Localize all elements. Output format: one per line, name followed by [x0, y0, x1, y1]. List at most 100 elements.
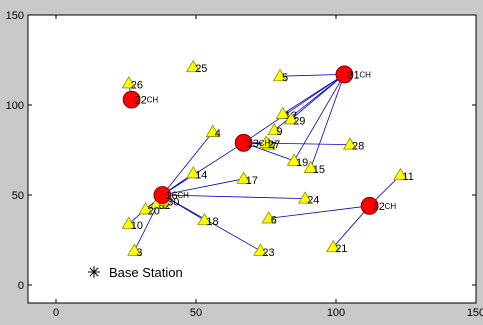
sensor-node-label: 21 — [335, 243, 347, 255]
sensor-node-label: 15 — [313, 164, 325, 176]
sensor-node-label: 9 — [276, 126, 282, 138]
link-16-23 — [162, 194, 261, 252]
sensor-node: 5 — [272, 68, 288, 84]
sensor-node: 3 — [127, 243, 143, 259]
link-31-5 — [279, 74, 345, 77]
cluster-head-node: 31 CH — [335, 65, 371, 84]
sensor-node-triangle — [393, 167, 408, 181]
sensor-node-triangle — [186, 166, 201, 179]
y-tick-label: 100 — [6, 100, 24, 112]
cluster-head-circle — [234, 133, 253, 152]
sensor-node: 29 — [284, 112, 305, 127]
sensor-node: 18 — [197, 212, 219, 228]
link-31-13 — [243, 74, 345, 144]
sensor-node-triangle — [286, 153, 302, 166]
sensor-node-label: 30 — [167, 196, 179, 208]
sensor-node-label: 24 — [307, 195, 319, 207]
sensor-node: 14 — [186, 166, 207, 181]
sensor-node-label: 23 — [262, 247, 274, 259]
sensor-node-triangle — [326, 239, 341, 253]
sensor-node-triangle — [342, 137, 358, 150]
link-16-13 — [162, 142, 244, 196]
sensor-node-triangle — [253, 243, 268, 256]
sensor-node-label: 19 — [296, 157, 308, 169]
cluster-head-ch-label: CH — [259, 139, 271, 148]
link-31-19 — [293, 74, 345, 162]
sensor-node-label: 8 — [159, 200, 165, 212]
sensor-node: 19 — [286, 153, 308, 169]
cluster-head-node: 22 CH — [122, 90, 158, 109]
link-13-28 — [243, 142, 351, 145]
legend: Base Station — [88, 265, 183, 280]
sensor-node-triangle — [186, 59, 201, 73]
cluster-head-id-label: 13 — [247, 138, 259, 150]
sensor-node-triangle — [205, 124, 220, 137]
sensor-node-label: 6 — [271, 214, 277, 226]
sensor-node: 26 — [121, 76, 143, 91]
sensor-node: 11 — [393, 167, 414, 183]
sensor-node-triangle — [272, 68, 288, 82]
link-16-17 — [162, 178, 244, 196]
cluster-head-ch-label: CH — [359, 70, 371, 79]
nodes-layer: 1234567891011121415171819202123242526272… — [121, 59, 414, 259]
cluster-head-id-label: 32 — [373, 201, 385, 213]
sensor-node: 6 — [261, 211, 277, 226]
base-station-asterisk-icon — [88, 266, 100, 278]
x-tick-label: 100 — [327, 307, 345, 319]
y-tick-label: 50 — [12, 190, 24, 202]
cluster-head-node: 32 CH — [360, 196, 397, 215]
cluster-head-circle — [335, 65, 354, 84]
sensor-node-label: 10 — [131, 220, 143, 232]
sensor-node-label: 5 — [282, 72, 288, 84]
sensor-node: 4 — [205, 124, 221, 140]
sensor-node-triangle — [275, 106, 290, 119]
sensor-node-label: 14 — [195, 169, 207, 181]
sensor-node-triangle — [138, 202, 153, 215]
sensor-node-label: 3 — [136, 247, 142, 259]
legend-label: Base Station — [109, 265, 183, 280]
cluster-head-ch-label: CH — [385, 202, 397, 211]
sensor-node: 21 — [326, 239, 347, 255]
sensor-node: 25 — [186, 59, 207, 75]
axes-frame — [27, 14, 477, 304]
sensor-node-label: 25 — [195, 63, 207, 75]
y-tick-label: 150 — [6, 10, 24, 22]
link-32-21 — [332, 205, 370, 248]
sensor-node-label: 2 — [164, 200, 170, 212]
sensor-node-label: 20 — [148, 205, 160, 217]
sensor-node-triangle — [298, 191, 313, 204]
sensor-node: 9 — [267, 122, 283, 138]
sensor-node: 24 — [298, 191, 319, 207]
sensor-node: 28 — [342, 137, 364, 153]
link-16-4 — [162, 131, 214, 196]
sensor-node-triangle — [261, 211, 276, 224]
sensor-node-triangle — [267, 122, 282, 136]
axes-background — [28, 15, 476, 303]
cluster-head-circle — [122, 90, 141, 109]
sensor-node-triangle — [197, 212, 212, 226]
x-tick-label: 50 — [190, 307, 202, 319]
sensor-node: 10 — [121, 216, 143, 232]
link-16-24 — [162, 194, 306, 199]
sensor-node-triangle — [236, 171, 251, 184]
sensor-node-triangle — [121, 216, 136, 229]
cluster-head-ch-label: CH — [177, 191, 189, 200]
sensor-node-label: 17 — [246, 175, 258, 187]
sensor-node-label: 11 — [402, 171, 413, 183]
cluster-head-circle — [153, 186, 172, 204]
sensor-node-label: 27 — [268, 139, 280, 151]
x-tick-label: 150 — [467, 307, 483, 319]
sensor-node-triangle — [303, 160, 318, 173]
sensor-node: 27 — [258, 135, 280, 151]
sensor-node-triangle — [121, 76, 136, 89]
sensor-node-label: 18 — [206, 216, 218, 228]
sensor-node-label: 4 — [215, 128, 221, 140]
sensor-node-triangle — [258, 135, 274, 148]
asterisk-stroke — [89, 267, 99, 277]
y-tick-label: 0 — [18, 280, 24, 292]
cluster-head-circle — [360, 196, 379, 215]
link-13-19 — [243, 142, 295, 162]
sensor-node-label: 26 — [131, 79, 143, 91]
sensor-node-triangle — [284, 112, 299, 125]
